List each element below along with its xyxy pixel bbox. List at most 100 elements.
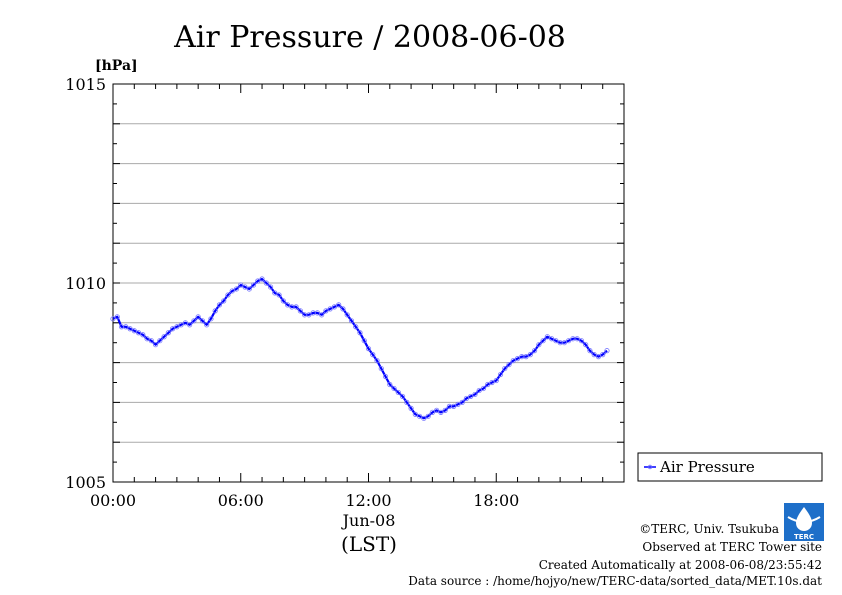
data-point (578, 338, 585, 344)
data-point (416, 413, 423, 419)
data-point (340, 306, 346, 312)
footer-source: Data source : /home/hojyo/new/TERC-data/… (408, 574, 822, 588)
data-point (459, 399, 465, 405)
footer-created: Created Automatically at 2008-06-08/23:5… (538, 558, 822, 572)
data-point (238, 282, 244, 288)
data-point (370, 352, 376, 358)
data-point (327, 306, 333, 312)
data-point (425, 413, 431, 419)
data-point (583, 342, 589, 348)
data-point (476, 387, 482, 394)
data-point (157, 338, 163, 344)
data-point (591, 352, 597, 358)
legend-label: Air Pressure (659, 458, 755, 476)
data-point (293, 304, 299, 310)
data-point (566, 338, 572, 344)
data-point (408, 405, 414, 411)
y-tick-label: 1010 (65, 274, 106, 293)
data-point (229, 288, 235, 294)
data-point (553, 338, 559, 344)
data-point (123, 324, 129, 330)
data-point (527, 352, 533, 358)
data-point (152, 342, 159, 348)
data-point (191, 318, 197, 324)
data-point (429, 409, 435, 415)
data-point (187, 322, 193, 328)
data-point (489, 379, 495, 386)
x-axis-unit-label: (LST) (341, 532, 397, 556)
data-point (399, 393, 406, 400)
data-point (463, 395, 470, 402)
x-tick-label: 12:00 (345, 491, 391, 510)
data-point (165, 330, 171, 336)
data-point (323, 308, 329, 314)
footer-credit: ©TERC, Univ. Tsukuba (639, 522, 779, 536)
data-point (536, 342, 542, 348)
data-point (510, 358, 516, 364)
data-point (493, 377, 499, 384)
data-point (531, 348, 538, 354)
legend: Air Pressure (637, 452, 823, 482)
data-point (178, 322, 184, 328)
data-point (382, 373, 389, 380)
y-tick-label: 1015 (65, 75, 106, 94)
terc-logo: TERC (784, 503, 824, 541)
data-point (523, 354, 529, 360)
data-point (374, 358, 380, 364)
chart-title: Air Pressure / 2008-06-08 (173, 20, 566, 55)
footer-observed: Observed at TERC Tower site (642, 540, 822, 554)
data-point (472, 391, 478, 398)
data-point (361, 338, 367, 344)
data-point (331, 304, 338, 310)
data-point (114, 314, 120, 320)
data-point (348, 318, 355, 324)
data-point (357, 330, 363, 336)
data-point (148, 338, 154, 344)
x-tick-label: 18:00 (473, 491, 519, 510)
data-point (161, 334, 167, 340)
data-point (170, 326, 176, 332)
data-point (561, 340, 567, 346)
data-point (233, 286, 240, 292)
data-point (319, 312, 325, 318)
data-point (434, 407, 440, 413)
data-point (600, 352, 606, 358)
x-tick-label: 06:00 (218, 491, 264, 510)
data-point (246, 286, 252, 292)
data-point (212, 308, 218, 314)
data-point (514, 356, 521, 362)
data-point (216, 302, 223, 308)
data-point (468, 393, 474, 400)
data-point (344, 312, 350, 318)
series-layer (110, 276, 610, 421)
data-point (451, 403, 457, 409)
data-point (365, 346, 372, 352)
x-tick-label: 00:00 (90, 491, 136, 510)
x-axis-date-label: Jun-08 (341, 511, 396, 530)
data-point (353, 324, 359, 330)
data-point (378, 365, 384, 372)
data-point (314, 310, 320, 316)
data-point (442, 407, 448, 413)
data-point (259, 276, 265, 282)
data-point (272, 290, 278, 296)
gridlines (113, 123, 624, 443)
data-point (404, 399, 410, 405)
series-line (112, 277, 608, 420)
data-point (412, 411, 418, 417)
data-point (497, 371, 504, 378)
data-point (455, 401, 461, 407)
legend-swatch-marker (647, 464, 653, 470)
y-axis: 1005 1010 1015 (65, 75, 624, 492)
y-axis-unit: [hPa] (95, 58, 138, 74)
x-axis: 00:00 06:00 12:00 18:00 (90, 84, 625, 510)
data-point (480, 385, 487, 392)
data-point (604, 348, 610, 354)
data-point (574, 336, 580, 342)
data-point (485, 381, 491, 388)
data-point (387, 381, 393, 388)
data-point (280, 298, 286, 304)
logo-text: TERC (794, 533, 814, 541)
data-point (502, 365, 508, 372)
